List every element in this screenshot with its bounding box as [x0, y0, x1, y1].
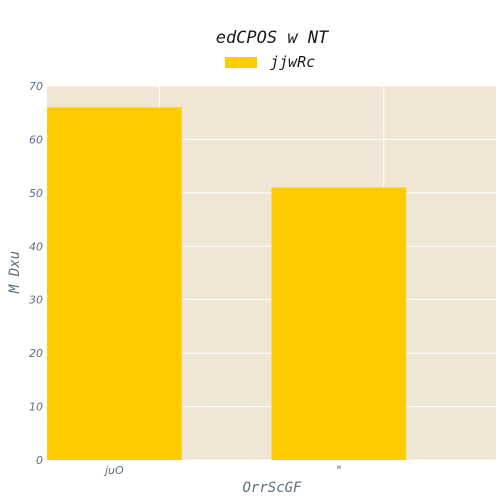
- legend-swatch: [225, 57, 257, 68]
- x-axis-ticks: juO w: [103, 464, 341, 477]
- y-axis-ticks: 0 10 20 30 40 50 60 70: [29, 80, 43, 467]
- x-tick-label: juO: [103, 464, 124, 477]
- y-tick-label: 50: [29, 187, 43, 200]
- x-axis-label: OrrScGF: [242, 480, 302, 496]
- bars: [47, 107, 407, 460]
- y-tick-label: 10: [29, 401, 43, 414]
- legend-label: jjwRc: [270, 53, 315, 71]
- y-tick-label: 0: [36, 454, 43, 467]
- chart-title: edCPOS w NT: [216, 28, 330, 48]
- x-tick-label: w: [336, 464, 341, 471]
- y-tick-label: 60: [29, 133, 43, 146]
- bar-w: [271, 187, 407, 460]
- y-tick-label: 70: [29, 80, 43, 93]
- y-tick-label: 40: [29, 240, 43, 253]
- bar-juO: [47, 107, 182, 460]
- y-axis-label: M Dxu: [7, 251, 23, 294]
- y-tick-label: 30: [29, 294, 43, 307]
- y-tick-label: 20: [29, 347, 43, 360]
- legend: jjwRc: [225, 53, 315, 71]
